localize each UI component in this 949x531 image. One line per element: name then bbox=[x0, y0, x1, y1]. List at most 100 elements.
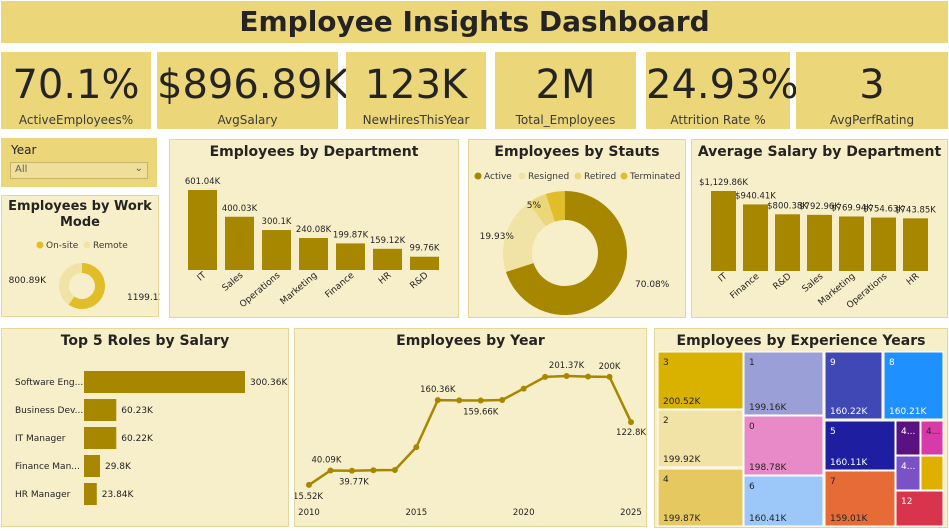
tile-value: 199.87K bbox=[663, 514, 701, 524]
experience-treemap: 3 200.52K 2 199.92K 4 199.87K 1 199.16K 0 198.78K… bbox=[657, 351, 944, 527]
data-point bbox=[585, 373, 592, 380]
tile-value: 160.21K bbox=[889, 407, 927, 417]
tick-label: Finance bbox=[324, 270, 357, 300]
slicer-label: Year bbox=[11, 143, 37, 157]
chart-title: Employees by Work Mode bbox=[8, 199, 152, 230]
bar bbox=[299, 238, 328, 270]
legend-entry: Terminated bbox=[629, 172, 680, 182]
work-mode-panel: Employees by Work Mode On-site Remote 1199… bbox=[1, 195, 160, 317]
donut-slice bbox=[545, 191, 565, 222]
status-panel: Employees by Stauts Active Resigned Retire… bbox=[468, 139, 686, 318]
series-line bbox=[308, 374, 633, 486]
treemap-tile bbox=[824, 351, 883, 420]
legend-marker bbox=[83, 241, 91, 249]
bar bbox=[84, 399, 117, 421]
treemap-tile bbox=[743, 351, 824, 416]
data-point bbox=[542, 373, 549, 380]
tick-label: Operations bbox=[238, 270, 283, 310]
treemap-tile bbox=[895, 455, 921, 491]
bar bbox=[336, 243, 365, 270]
tile-value: 160.41K bbox=[749, 514, 787, 524]
kpi-card-active-employees: 70.1% ActiveEmployees% bbox=[1, 52, 151, 129]
data-label: 15.52K bbox=[295, 492, 323, 502]
bar bbox=[188, 190, 217, 270]
bar bbox=[84, 427, 117, 449]
treemap-tile bbox=[657, 468, 744, 527]
data-point bbox=[563, 373, 570, 380]
kpi-value: 3 bbox=[859, 62, 885, 108]
slice-label: 5% bbox=[527, 201, 542, 211]
tick-label: R&D bbox=[772, 272, 794, 293]
data-label: 300.1K bbox=[262, 217, 292, 227]
data-point bbox=[456, 397, 463, 404]
data-label: 23.84K bbox=[102, 490, 135, 500]
tick-label: 2025 bbox=[620, 508, 642, 518]
kpi-card-attrition-rate: 24.93% Attrition Rate % bbox=[646, 52, 799, 129]
tile-label: 12 bbox=[901, 497, 912, 507]
slice-label: 70.08% bbox=[635, 280, 670, 290]
tile-label: 4... bbox=[901, 462, 915, 472]
treemap-tile bbox=[657, 351, 744, 410]
kpi-card-new-hires: 123K NewHiresThisYear bbox=[346, 52, 486, 129]
data-label: 159.66K bbox=[463, 407, 499, 417]
donut-slice bbox=[528, 194, 555, 227]
chart-title: Employees by Year bbox=[396, 333, 545, 349]
tile-label: 7 bbox=[830, 477, 836, 487]
bar bbox=[225, 216, 254, 270]
bar bbox=[775, 214, 800, 271]
bar bbox=[743, 204, 768, 271]
tick-label: Sales bbox=[801, 271, 826, 294]
data-label: 240.08K bbox=[296, 225, 332, 235]
bar bbox=[84, 371, 245, 393]
bar bbox=[839, 216, 864, 271]
bar bbox=[84, 455, 100, 477]
donut-slice bbox=[505, 191, 627, 315]
data-label: $800.38K bbox=[767, 201, 808, 211]
chevron-down-icon: ⌄ bbox=[134, 163, 143, 174]
chart-title: Average Salary by Department bbox=[697, 144, 942, 160]
data-label: 159.12K bbox=[370, 236, 406, 246]
treemap-tile bbox=[895, 490, 944, 527]
tile-label: 1 bbox=[749, 358, 755, 368]
kpi-label: NewHiresThisYear bbox=[362, 113, 470, 127]
kpi-value: 123K bbox=[364, 62, 468, 108]
data-label: 60.23K bbox=[121, 406, 154, 416]
bar bbox=[410, 256, 439, 270]
data-label: 29.8K bbox=[105, 462, 132, 472]
tile-value: 199.92K bbox=[663, 455, 701, 465]
donut-slice bbox=[58, 263, 82, 305]
top-roles-panel: Top 5 Roles by Salary Software Eng... 300… bbox=[1, 328, 289, 527]
data-label: 122.8K bbox=[616, 428, 646, 438]
chart-title: Employees by Department bbox=[209, 144, 419, 160]
donut-slice bbox=[68, 263, 105, 309]
department-panel: Employees by Department 601.04K IT 400.03K… bbox=[169, 139, 459, 318]
top-roles-chart: Software Eng... 300.36K Business Dev... 60.… bbox=[15, 371, 288, 505]
kpi-label: Attrition Rate % bbox=[670, 113, 766, 127]
bar bbox=[84, 483, 97, 505]
page-title: Employee Insights Dashboard bbox=[239, 5, 710, 38]
avg-salary-chart: $1,129.86K IT $940.41K Finance $800.38K R&D $7… bbox=[699, 178, 936, 311]
tile-label: 4... bbox=[926, 427, 940, 437]
tick-label: Marketing bbox=[279, 271, 320, 307]
treemap-tile bbox=[920, 455, 944, 491]
kpi-card-avg-salary: $896.89K AvgSalary bbox=[157, 52, 349, 129]
tick-label: Sales bbox=[221, 270, 246, 293]
bar bbox=[373, 248, 402, 270]
data-label: 601.04K bbox=[185, 177, 221, 187]
tick-label: Finance Man... bbox=[15, 462, 80, 472]
kpi-value: 70.1% bbox=[12, 62, 140, 108]
treemap-tile bbox=[743, 415, 824, 476]
data-label: 200K bbox=[599, 362, 621, 372]
tile-label: 6 bbox=[749, 482, 755, 492]
tile-value: 199.16K bbox=[749, 403, 787, 413]
kpi-value: 2M bbox=[535, 62, 596, 108]
bar bbox=[903, 218, 928, 271]
year-dropdown[interactable]: All ⌄ bbox=[10, 162, 148, 179]
tile-value: 198.78K bbox=[749, 463, 787, 473]
data-point bbox=[477, 397, 484, 404]
data-point bbox=[370, 467, 377, 474]
legend-entry: Resigned bbox=[528, 172, 569, 182]
data-point bbox=[413, 444, 420, 451]
chart-title: Top 5 Roles by Salary bbox=[60, 333, 230, 349]
tile-value: 160.11K bbox=[830, 458, 868, 468]
